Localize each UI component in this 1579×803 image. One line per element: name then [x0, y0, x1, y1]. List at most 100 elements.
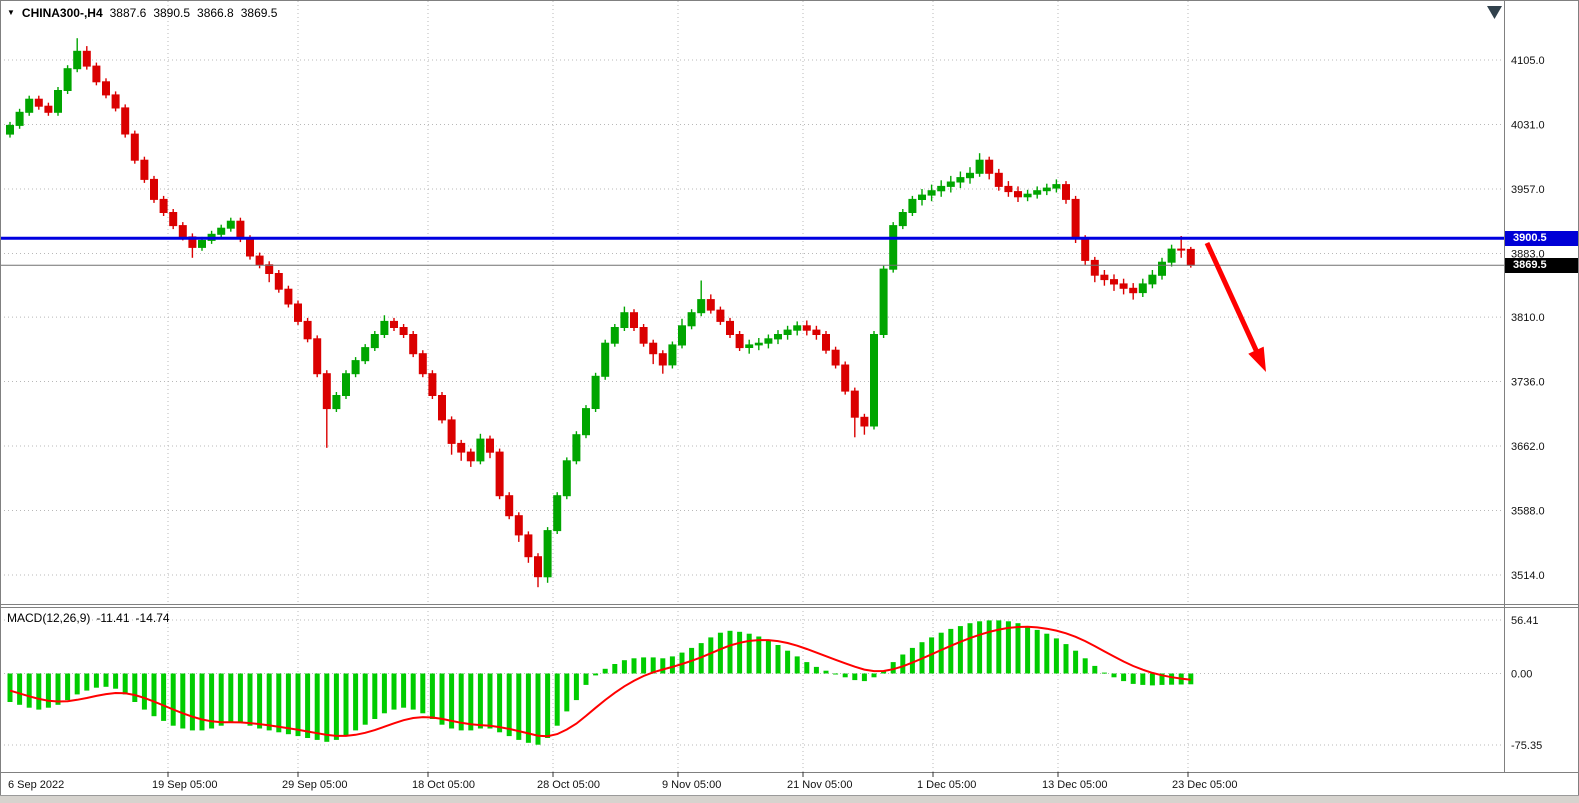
- candle-body: [73, 50, 82, 70]
- candle-body: [706, 299, 715, 311]
- candle-body: [1119, 283, 1128, 289]
- time-axis[interactable]: 6 Sep 2022 19 Sep 05:00 29 Sep 05:00 18 Oct…: [8, 772, 1237, 791]
- macd-bar: [890, 662, 896, 674]
- macd-bar: [477, 673, 483, 729]
- candle-body: [553, 495, 562, 532]
- macd-bar: [7, 673, 13, 702]
- candle-body: [802, 325, 811, 331]
- macd-bar: [641, 657, 647, 674]
- macd-bar: [1015, 623, 1021, 674]
- macd-bar: [516, 673, 522, 740]
- macd-bar: [295, 673, 301, 737]
- macd-bar: [209, 673, 215, 729]
- macd-bar: [113, 673, 119, 689]
- candle-body: [466, 451, 475, 462]
- symbol-dropdown-icon[interactable]: ▼: [7, 8, 15, 17]
- candle-body: [1100, 274, 1109, 281]
- candle-body: [687, 312, 696, 327]
- candle-body: [908, 198, 917, 213]
- macd-bar: [737, 631, 743, 674]
- candle-body: [1186, 248, 1195, 266]
- time-tick-label: 18 Oct 05:00: [412, 779, 475, 791]
- candle-body: [313, 338, 322, 375]
- macd-bar: [122, 673, 128, 695]
- time-tick-label: 13 Dec 05:00: [1042, 779, 1107, 791]
- macd-bar: [228, 673, 234, 723]
- candle-body: [284, 288, 293, 305]
- macd-bar: [468, 673, 474, 731]
- ohlc-close: 3869.5: [240, 6, 278, 20]
- macd-bar: [708, 637, 714, 674]
- macd-bar: [276, 673, 282, 733]
- candle-body: [889, 225, 898, 270]
- macd-bar: [333, 673, 339, 740]
- macd-bar: [218, 673, 224, 726]
- macd-bar: [343, 673, 349, 737]
- macd-bar: [1101, 672, 1107, 674]
- price-tick-label: 3662.0: [1511, 441, 1545, 453]
- macd-bar: [506, 673, 512, 737]
- macd-bar: [804, 662, 810, 674]
- candle-body: [1004, 185, 1013, 193]
- macd-bar: [717, 632, 723, 674]
- macd-bar: [1082, 658, 1088, 674]
- candle-body: [342, 373, 350, 397]
- macd-bar: [794, 656, 800, 674]
- candle-body: [697, 299, 706, 314]
- macd-bar: [1005, 621, 1011, 674]
- candle-body: [44, 105, 53, 113]
- candle-body: [1042, 187, 1051, 192]
- candle-body: [1023, 193, 1032, 198]
- candle-body: [265, 264, 274, 274]
- candle-body: [1177, 248, 1186, 251]
- trend-arrow[interactable]: [1204, 241, 1266, 372]
- candle-body: [716, 309, 725, 322]
- macd-bar: [237, 673, 243, 723]
- candle-body: [975, 159, 984, 174]
- resistance-price-tag: 3900.5: [1505, 231, 1578, 246]
- macd-histogram-layer: [7, 620, 1194, 745]
- macd-bar: [1073, 650, 1079, 674]
- candle-body: [543, 530, 552, 578]
- macd-bar: [545, 673, 551, 738]
- candle-body: [610, 327, 619, 344]
- macd-bar: [84, 673, 90, 691]
- horizontal-scrollbar[interactable]: [0, 795, 1579, 803]
- time-tick-label: 19 Sep 05:00: [152, 779, 217, 791]
- candle-body: [841, 364, 850, 392]
- macd-signal-value: -14.74: [135, 611, 170, 625]
- candle-body: [534, 556, 542, 578]
- candle-body: [918, 194, 926, 201]
- candle-body: [447, 419, 456, 444]
- candle-body: [582, 408, 590, 436]
- macd-bar: [45, 673, 51, 708]
- candle-body: [226, 220, 235, 229]
- candle-body: [418, 353, 427, 375]
- macd-bar: [324, 673, 330, 742]
- time-tick-label: 9 Nov 05:00: [662, 779, 721, 791]
- macd-bar: [1121, 673, 1127, 682]
- candle-body: [994, 172, 1003, 187]
- candle-body: [236, 220, 245, 240]
- macd-bar: [602, 668, 608, 674]
- price-axis[interactable]: 4105.0 4031.0 3957.0 3883.0 3810.0 3736.0 3662…: [1511, 55, 1545, 752]
- candle-body: [870, 334, 878, 427]
- candle-body: [505, 495, 514, 517]
- grid-layer: [0, 1, 1504, 772]
- macd-bar: [497, 673, 503, 733]
- macd-bar: [871, 673, 877, 678]
- macd-tick-label: 56.41: [1511, 615, 1539, 627]
- candles-layer: [6, 38, 1195, 588]
- chart-shift-marker-icon[interactable]: [1487, 6, 1502, 19]
- macd-bar: [372, 673, 378, 719]
- macd-bar: [1053, 638, 1059, 674]
- macd-bar: [401, 673, 407, 708]
- candle-body: [764, 338, 773, 344]
- candle-body: [6, 124, 14, 135]
- macd-bar: [103, 673, 109, 687]
- candle-body: [812, 329, 821, 336]
- candle-body: [351, 360, 360, 375]
